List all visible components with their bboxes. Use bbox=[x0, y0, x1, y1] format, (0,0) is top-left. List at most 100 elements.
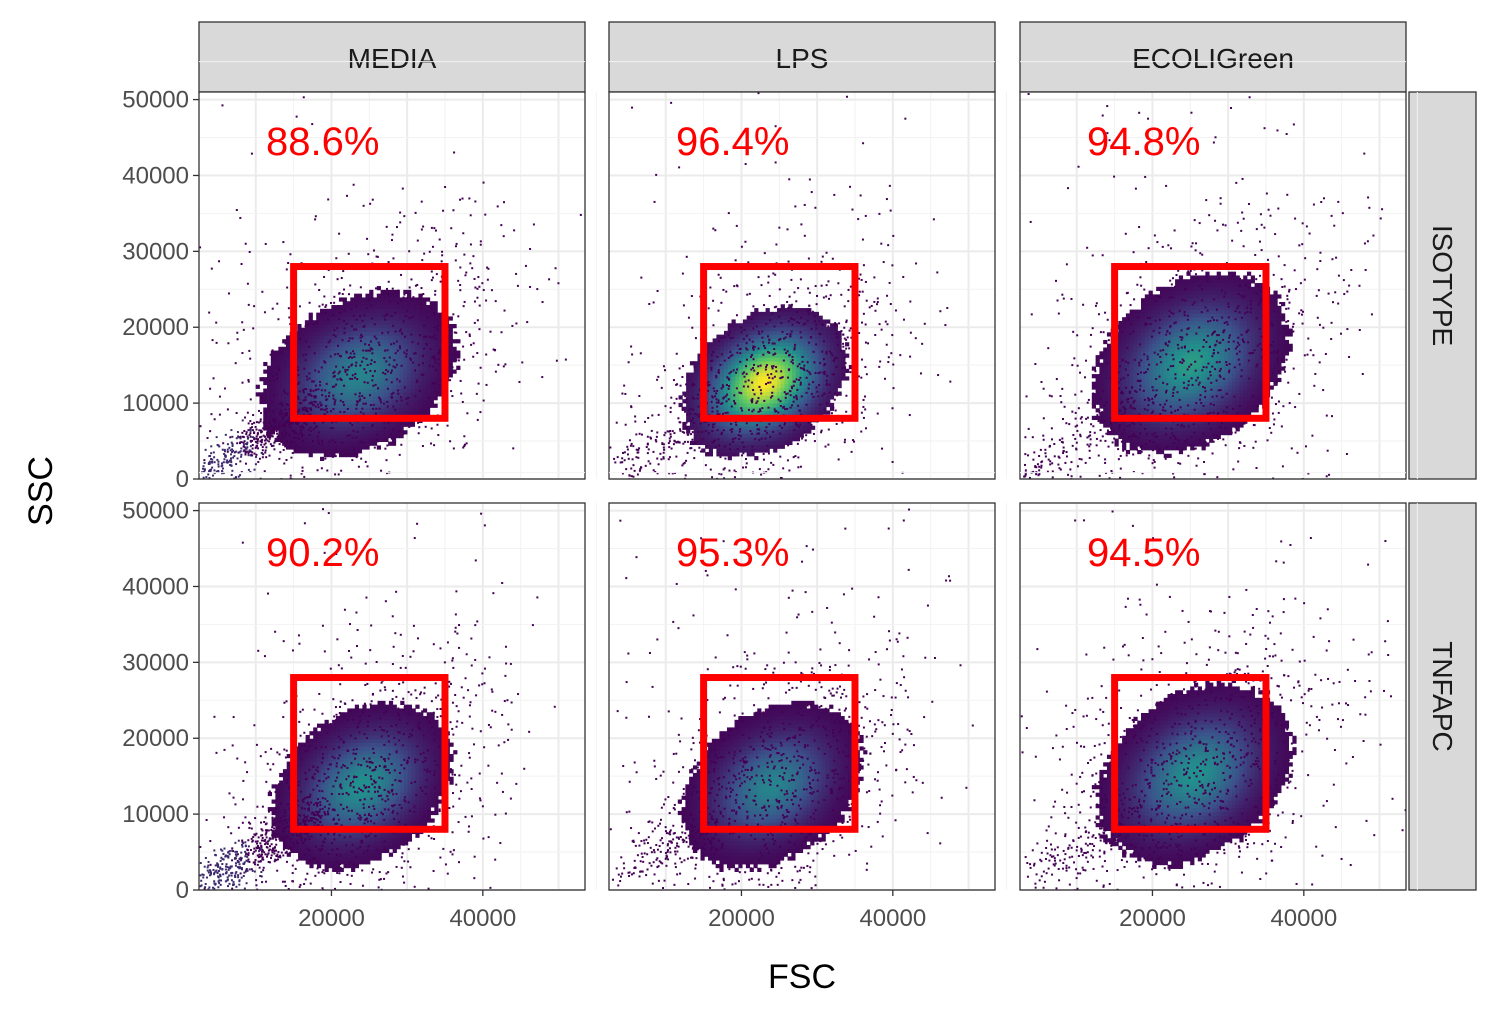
density-tile bbox=[732, 433, 736, 437]
density-tile bbox=[418, 400, 422, 404]
density-tile bbox=[750, 312, 754, 316]
scatter-point bbox=[462, 346, 464, 348]
density-tile bbox=[381, 324, 385, 328]
scatter-point bbox=[429, 365, 431, 367]
scatter-point bbox=[682, 407, 684, 409]
scatter-point bbox=[809, 373, 811, 375]
density-tile bbox=[769, 335, 773, 339]
scatter-point bbox=[310, 427, 312, 429]
density-tile bbox=[788, 312, 792, 316]
density-tile bbox=[694, 437, 698, 441]
density-tile bbox=[309, 385, 313, 389]
scatter-point bbox=[295, 437, 297, 439]
density-tile bbox=[365, 445, 369, 449]
scatter-point bbox=[808, 342, 810, 344]
scatter-point bbox=[231, 442, 233, 444]
scatter-point bbox=[347, 369, 349, 371]
scatter-point bbox=[324, 409, 326, 411]
scatter-point bbox=[318, 371, 320, 373]
density-tile bbox=[811, 331, 815, 335]
density-tile bbox=[271, 404, 275, 408]
scatter-point bbox=[700, 451, 702, 453]
density-tile bbox=[762, 433, 766, 437]
scatter-point bbox=[367, 382, 369, 384]
scatter-point bbox=[648, 303, 650, 305]
scatter-point bbox=[355, 305, 357, 307]
scatter-point bbox=[230, 453, 232, 455]
scatter-point bbox=[358, 466, 360, 468]
density-tile bbox=[837, 380, 841, 384]
scatter-point bbox=[232, 445, 234, 447]
density-tile bbox=[837, 361, 841, 365]
scatter-point bbox=[752, 305, 754, 307]
scatter-point bbox=[421, 259, 423, 261]
density-tile bbox=[758, 338, 762, 342]
density-tile bbox=[316, 313, 320, 317]
density-tile bbox=[305, 434, 309, 438]
density-tile bbox=[282, 373, 286, 377]
density-tile bbox=[275, 396, 279, 400]
scatter-point bbox=[861, 359, 863, 361]
scatter-point bbox=[728, 334, 730, 336]
density-tile bbox=[381, 320, 385, 324]
scatter-point bbox=[405, 355, 407, 357]
density-tile bbox=[305, 381, 309, 385]
scatter-point bbox=[387, 388, 389, 390]
density-tile bbox=[354, 389, 358, 393]
scatter-point bbox=[276, 433, 278, 435]
density-tile bbox=[788, 429, 792, 433]
density-tile bbox=[396, 396, 400, 400]
scatter-point bbox=[814, 316, 816, 318]
scatter-point bbox=[284, 445, 286, 447]
scatter-point bbox=[352, 374, 354, 376]
density-tile bbox=[320, 354, 324, 358]
density-tile bbox=[392, 305, 396, 309]
scatter-point bbox=[344, 327, 346, 329]
density-tile bbox=[713, 365, 717, 369]
scatter-point bbox=[483, 182, 485, 184]
scatter-point bbox=[325, 454, 327, 456]
scatter-point bbox=[269, 432, 271, 434]
density-tile bbox=[830, 369, 834, 373]
density-tile bbox=[369, 290, 373, 294]
scatter-point bbox=[388, 281, 390, 283]
scatter-point bbox=[692, 417, 694, 419]
density-tile bbox=[388, 377, 392, 381]
scatter-point bbox=[772, 464, 774, 466]
scatter-point bbox=[324, 306, 326, 308]
scatter-point bbox=[368, 299, 370, 301]
scatter-point bbox=[257, 442, 259, 444]
scatter-point bbox=[298, 398, 300, 400]
density-tile bbox=[275, 354, 279, 358]
density-tile bbox=[743, 426, 747, 430]
scatter-point bbox=[248, 454, 250, 456]
scatter-point bbox=[419, 390, 421, 392]
density-tile bbox=[796, 331, 800, 335]
density-tile bbox=[724, 346, 728, 350]
scatter-point bbox=[826, 284, 828, 286]
scatter-point bbox=[317, 436, 319, 438]
density-tile bbox=[803, 411, 807, 415]
scatter-point bbox=[422, 362, 424, 364]
density-tile bbox=[388, 305, 392, 309]
density-tile bbox=[788, 433, 792, 437]
scatter-point bbox=[249, 434, 251, 436]
density-tile bbox=[422, 389, 426, 393]
density-tile bbox=[418, 370, 422, 374]
scatter-point bbox=[294, 449, 296, 451]
scatter-point bbox=[793, 401, 795, 403]
scatter-point bbox=[434, 358, 436, 360]
density-tile bbox=[728, 380, 732, 384]
density-tile bbox=[822, 399, 826, 403]
density-tile bbox=[777, 445, 781, 449]
density-tile bbox=[369, 381, 373, 385]
scatter-point bbox=[734, 476, 736, 478]
scatter-point bbox=[245, 447, 247, 449]
density-tile bbox=[762, 319, 766, 323]
density-tile bbox=[365, 438, 369, 442]
scatter-point bbox=[420, 303, 422, 305]
density-tile bbox=[716, 384, 720, 388]
density-tile bbox=[328, 347, 332, 351]
scatter-point bbox=[845, 411, 847, 413]
scatter-point bbox=[503, 201, 505, 203]
